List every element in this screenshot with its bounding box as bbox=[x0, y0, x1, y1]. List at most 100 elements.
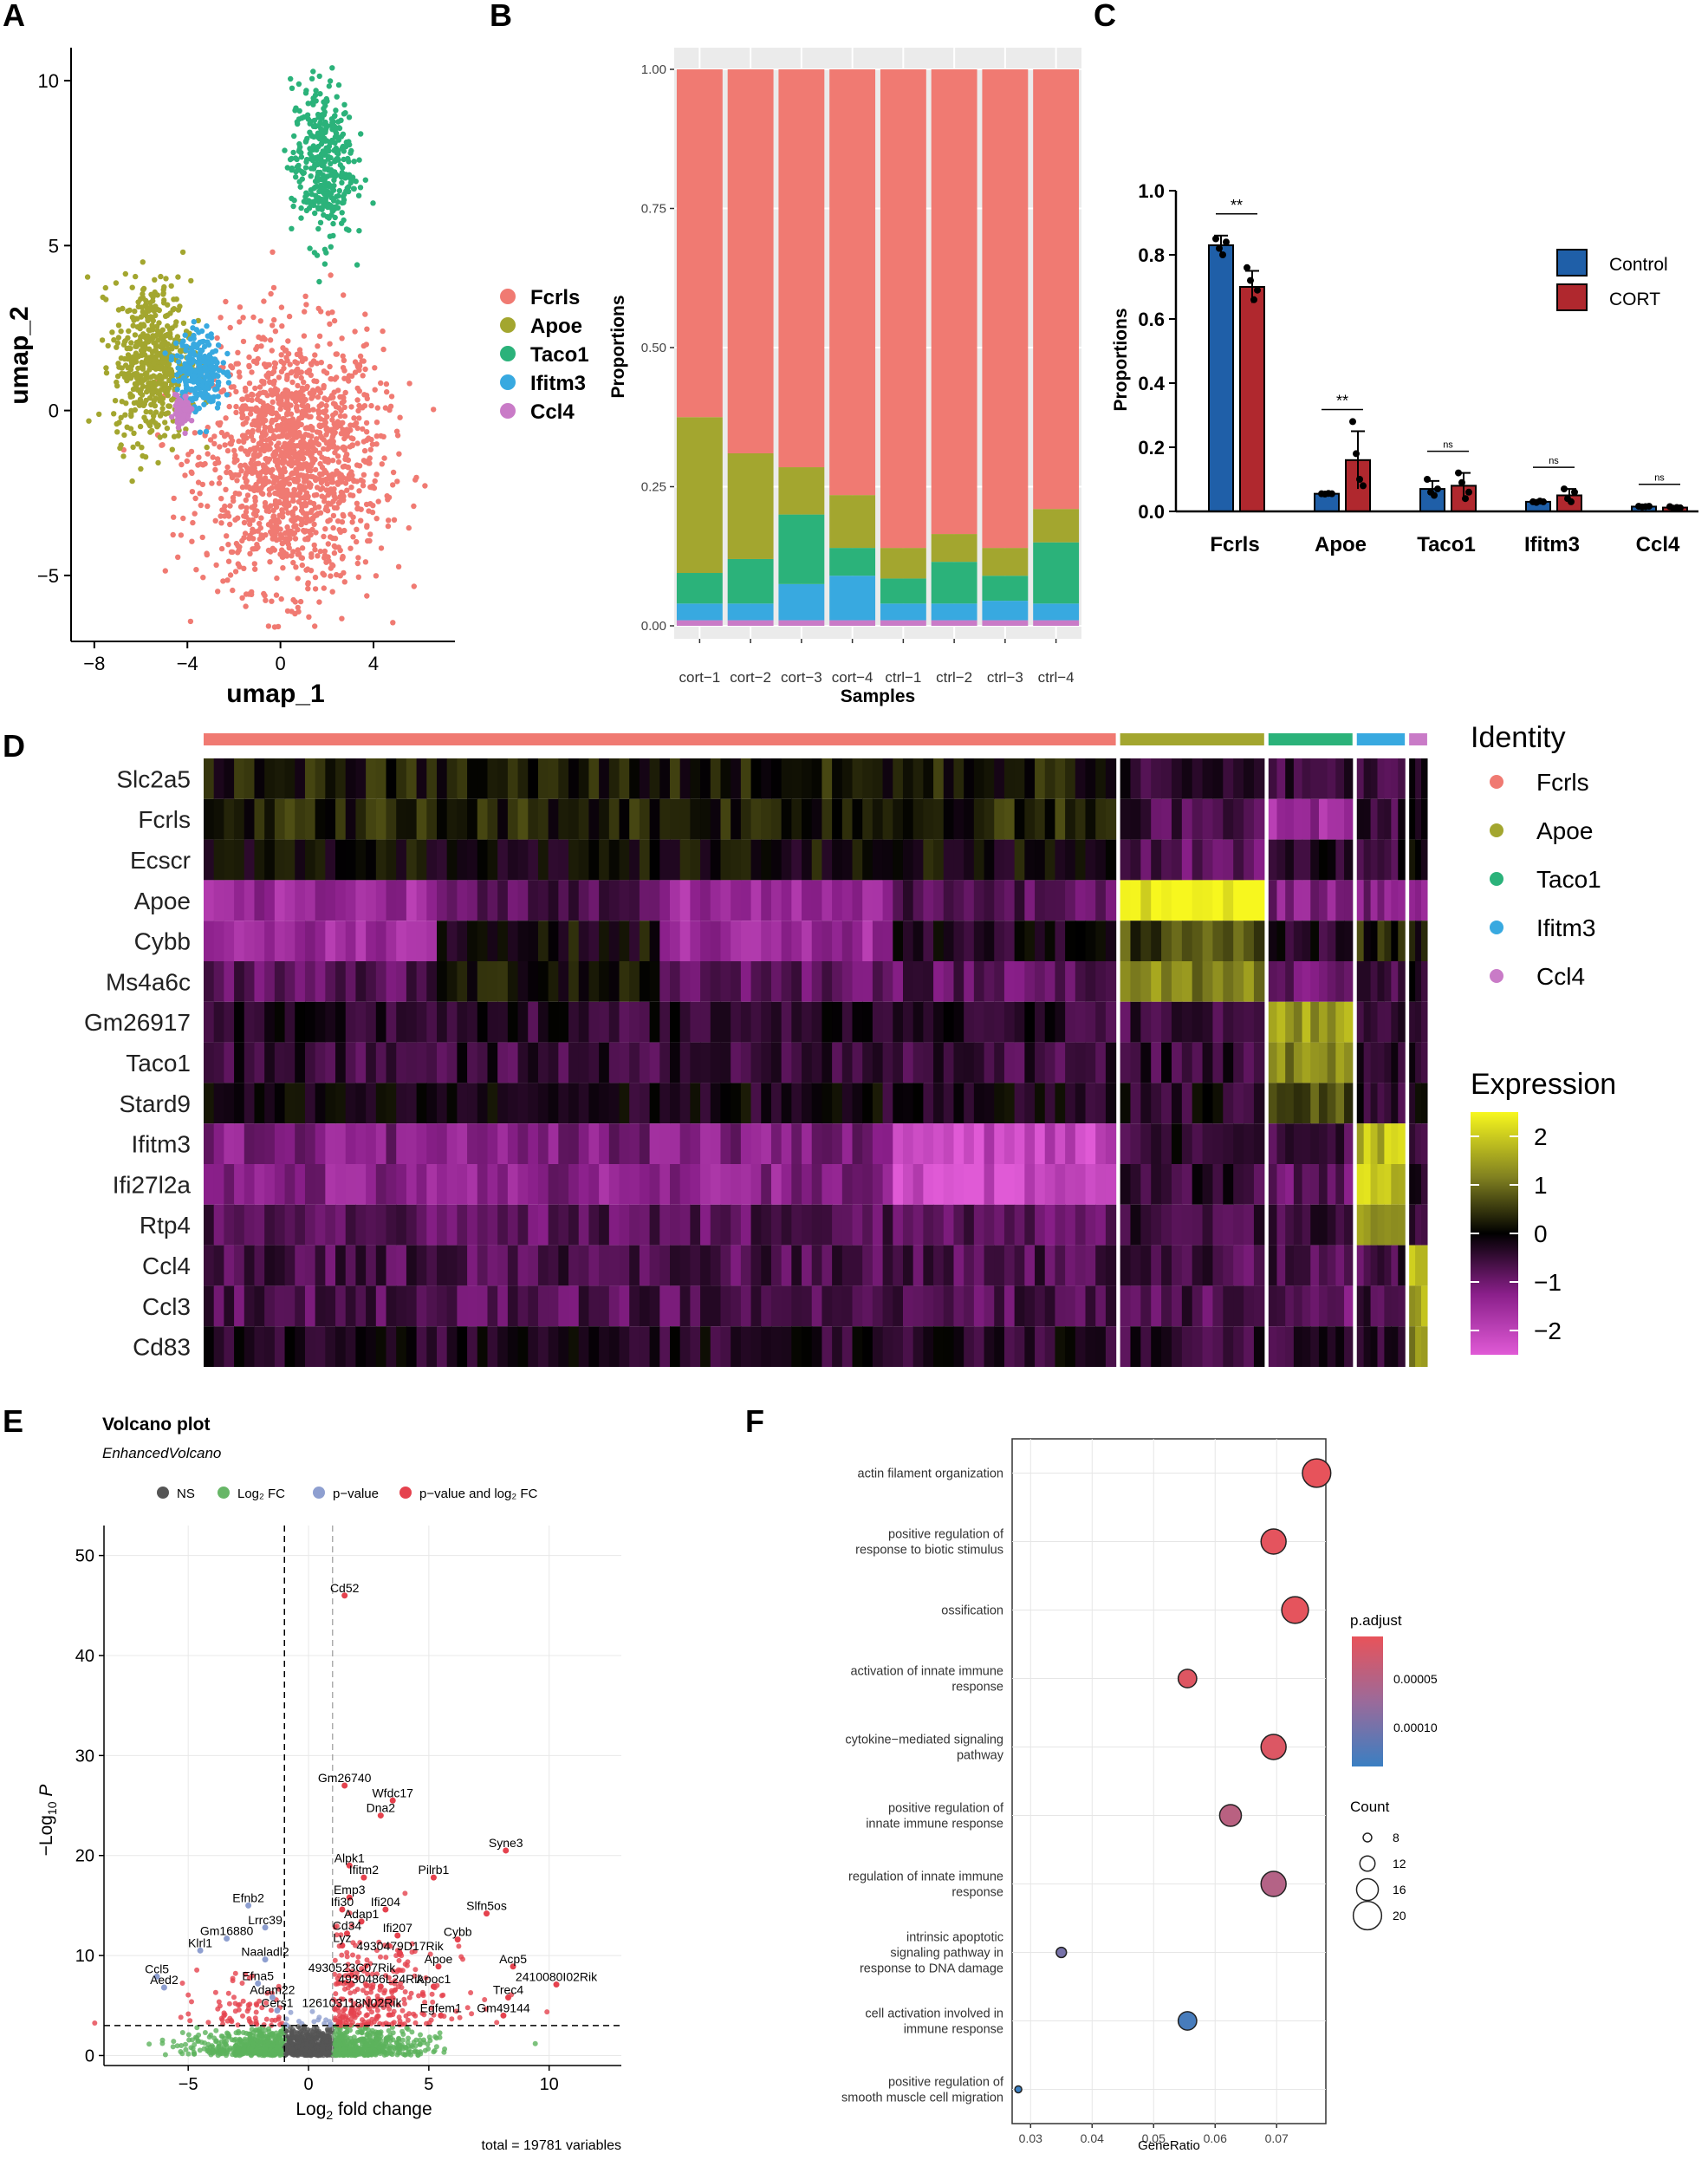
umap-point bbox=[337, 162, 343, 168]
umap-point bbox=[411, 503, 417, 510]
heatmap-cell bbox=[690, 1204, 701, 1246]
heatmap-cell bbox=[467, 1083, 478, 1124]
umap-point bbox=[306, 480, 312, 486]
heatmap-cell bbox=[802, 798, 813, 840]
heatmap-cell bbox=[1421, 758, 1428, 799]
heatmap-cell bbox=[933, 1042, 945, 1083]
heatmap-cell bbox=[1120, 758, 1132, 799]
heatmap-cell bbox=[994, 961, 1005, 1002]
heatmap-cell bbox=[994, 1001, 1005, 1043]
heatmap-cell bbox=[375, 1285, 387, 1327]
heatmap-cell bbox=[1253, 1042, 1265, 1083]
heatmap-cell bbox=[517, 1326, 529, 1367]
heatmap-cell bbox=[1095, 880, 1107, 921]
umap-point bbox=[362, 459, 368, 465]
umap-point bbox=[148, 291, 154, 297]
umap-point bbox=[330, 220, 336, 227]
umap-point bbox=[114, 429, 120, 435]
umap-point bbox=[394, 433, 401, 439]
umap-point bbox=[150, 389, 157, 396]
heatmap-cell bbox=[254, 1123, 265, 1164]
umap-point bbox=[203, 428, 210, 434]
heatmap-cell bbox=[872, 961, 884, 1002]
heatmap-cell bbox=[670, 1083, 681, 1124]
umap-point bbox=[288, 75, 294, 82]
umap-point bbox=[391, 517, 398, 523]
heatmap-cell bbox=[731, 1245, 742, 1286]
umap-point bbox=[431, 407, 437, 413]
heatmap-cell bbox=[893, 1042, 904, 1083]
umap-point bbox=[141, 400, 147, 407]
heatmap-cell bbox=[467, 880, 478, 921]
umap-point bbox=[115, 322, 122, 329]
umap-point bbox=[153, 374, 159, 381]
heatmap-cell bbox=[1318, 1042, 1328, 1083]
heatmap-cell bbox=[558, 1164, 569, 1205]
umap-point bbox=[258, 490, 265, 497]
umap-point bbox=[340, 428, 346, 434]
umap-point bbox=[182, 472, 188, 478]
heatmap-cell bbox=[1212, 839, 1224, 881]
heatmap-cell bbox=[487, 798, 498, 840]
heatmap-cell bbox=[426, 1164, 438, 1205]
heatmap-cell bbox=[1233, 798, 1244, 840]
umap-point bbox=[302, 537, 308, 543]
heatmap-cell bbox=[1310, 1204, 1320, 1246]
umap-point bbox=[296, 179, 302, 185]
panel-e-volcano: Volcano plot EnhancedVolcano NS Log₂ FC p−… bbox=[36, 1415, 621, 2153]
heatmap-cell bbox=[487, 758, 498, 799]
heatmap-cell bbox=[355, 921, 367, 961]
heatmap-cell bbox=[416, 1245, 427, 1286]
heatmap-cell bbox=[1253, 839, 1265, 881]
umap-point bbox=[308, 75, 315, 82]
umap-x-tick-label: 4 bbox=[368, 653, 379, 674]
heatmap-cell bbox=[862, 1326, 873, 1367]
heatmap-cell bbox=[1035, 1285, 1046, 1327]
heatmap-cell bbox=[1140, 1245, 1152, 1286]
heatmap-cell bbox=[426, 1001, 438, 1043]
heatmap-cell bbox=[396, 758, 407, 799]
umap-point bbox=[227, 572, 234, 578]
heatmap-cell bbox=[862, 1285, 873, 1327]
heatmap-cell bbox=[750, 880, 762, 921]
heatmap-cell bbox=[994, 1164, 1005, 1205]
heatmap-cell bbox=[446, 1245, 458, 1286]
heatmap-cell bbox=[802, 1285, 813, 1327]
umap-point bbox=[217, 475, 223, 481]
heatmap-cell bbox=[548, 1083, 559, 1124]
heatmap-cell bbox=[1003, 1204, 1016, 1246]
grouped-x-tick-label: Fcrls bbox=[1210, 533, 1259, 556]
umap-point bbox=[165, 323, 171, 329]
heatmap-cell bbox=[406, 839, 418, 881]
heatmap-cell bbox=[964, 880, 975, 921]
grouped-y-ticks: 0.00.20.40.60.81.0 bbox=[1138, 180, 1176, 523]
umap-point bbox=[331, 550, 338, 556]
heatmap-cell bbox=[761, 1245, 772, 1286]
volcano-title: Volcano plot bbox=[102, 1415, 210, 1435]
stacked-y-label: Proportions bbox=[608, 296, 628, 399]
heatmap-cell bbox=[1370, 1326, 1379, 1367]
heatmap-cell bbox=[1384, 961, 1392, 1002]
umap-point bbox=[172, 411, 179, 417]
umap-point bbox=[310, 123, 317, 129]
heatmap-cell bbox=[1421, 1204, 1428, 1246]
heatmap-cell bbox=[497, 758, 509, 799]
heatmap-cell bbox=[1055, 798, 1066, 840]
umap-point bbox=[86, 418, 92, 424]
heatmap-cell bbox=[437, 1083, 448, 1124]
heatmap-cell bbox=[437, 1245, 448, 1286]
umap-point bbox=[157, 434, 163, 440]
heatmap-cell bbox=[507, 1164, 519, 1205]
heatmap-cell bbox=[750, 1164, 762, 1205]
heatmap-cell bbox=[700, 1285, 711, 1327]
heatmap-cell bbox=[1398, 1285, 1406, 1327]
grouped-replicate-point bbox=[1216, 244, 1223, 252]
heatmap-cell bbox=[1244, 758, 1255, 799]
umap-point bbox=[159, 442, 165, 448]
heatmap-cell bbox=[710, 758, 722, 799]
umap-point bbox=[267, 424, 273, 431]
heatmap-cell bbox=[1409, 961, 1416, 1002]
heatmap-cell bbox=[507, 1245, 519, 1286]
heatmap-cell bbox=[1356, 1083, 1365, 1124]
heatmap-cell bbox=[1130, 1204, 1141, 1246]
